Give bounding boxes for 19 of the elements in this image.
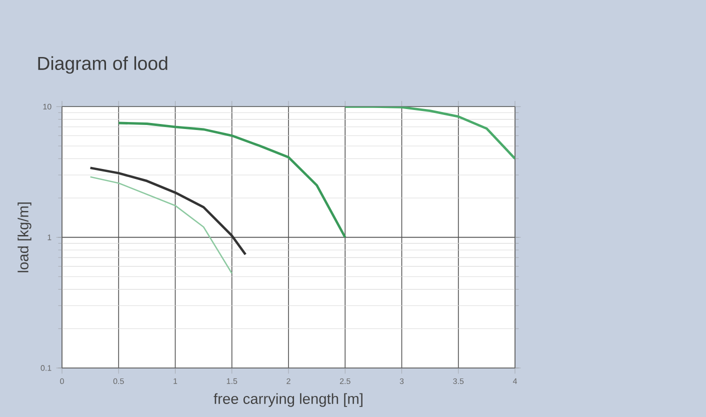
x-tick-label: 3 [400,378,404,384]
x-tick-label: 4 [512,378,517,384]
x-tick-label: 0.5 [113,378,124,384]
y-tick-label: 10 [43,104,52,110]
y-tick-label: 0.1 [40,365,52,371]
x-tick-label: 2 [286,378,290,384]
y-axis-title: load [kg/m] [18,202,32,272]
line-series [344,106,515,160]
x-tick-label: 0 [60,378,64,384]
chart-title: Diagram of lood [38,56,168,74]
line-series [117,122,346,239]
line-series [90,176,233,274]
x-tick-label: 1 [174,378,178,384]
x-tick-label: 2.5 [340,378,350,384]
x-tick-label: 3.5 [453,378,464,384]
line-series [89,166,247,256]
x-tick-label: 1.5 [226,378,238,384]
y-tick-label: 1 [48,234,52,240]
x-axis-title: free carrying length [m] [214,393,362,407]
